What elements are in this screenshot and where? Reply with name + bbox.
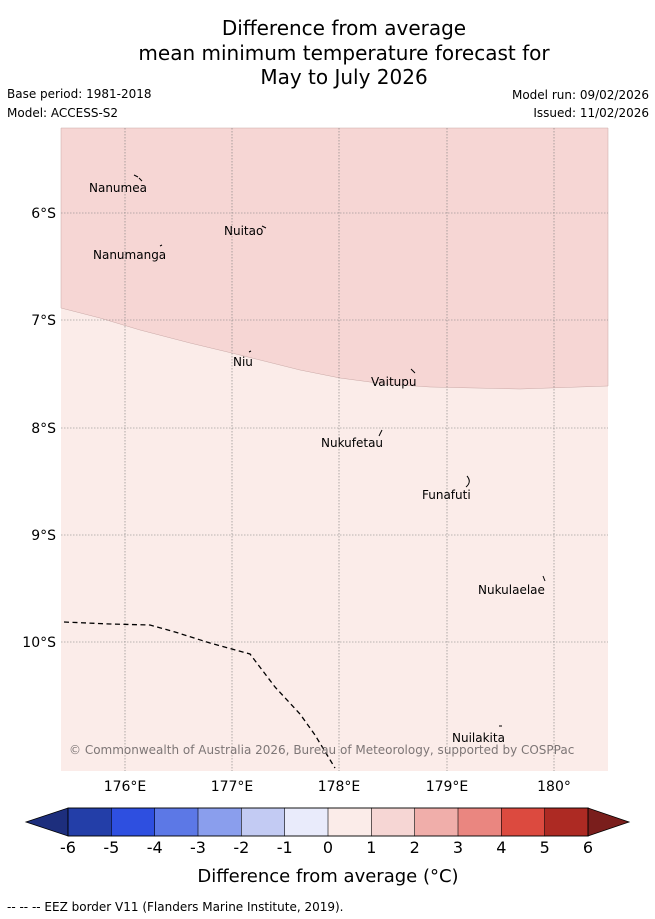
colorbar-segment xyxy=(457,807,503,837)
map-panel xyxy=(60,127,609,771)
lat-label-7s: 7°S xyxy=(31,313,56,329)
island-funafuti-outline xyxy=(465,475,470,488)
colorbar-tick-label: 0 xyxy=(323,838,333,857)
place-label-niu: Niu xyxy=(233,355,253,369)
colorbar-tick-label: -2 xyxy=(233,838,249,857)
island-nukufetau-outline xyxy=(378,429,383,437)
place-label-nuilakita: Nuilakita xyxy=(452,731,505,745)
model-name: Model: ACCESS-S2 xyxy=(7,106,119,120)
colorbar-tick-label: -4 xyxy=(147,838,163,857)
colorbar-frame xyxy=(67,807,589,837)
colorbar-segment xyxy=(284,807,329,837)
lon-label-177e: 177°E xyxy=(211,779,254,795)
island-outlines xyxy=(133,174,546,727)
title-line-1: Difference from average xyxy=(221,16,467,40)
colorbar-tick-label: 3 xyxy=(453,838,463,857)
colorbar-high-extend xyxy=(587,807,631,837)
eez-legend-footnote: -- -- -- EEZ border V11 (Flanders Marine… xyxy=(7,900,344,914)
colorbar-segment xyxy=(241,807,286,837)
colorbar-segment xyxy=(197,807,243,837)
title-line-3: May to July 2026 xyxy=(260,65,428,89)
lat-label-6s: 6°S xyxy=(31,206,56,222)
colorbar-tick-label: 5 xyxy=(540,838,550,857)
chart-title: Difference from average mean minimum tem… xyxy=(0,16,655,90)
colorbar-segment xyxy=(327,807,373,837)
island-nuitao-outline xyxy=(261,225,267,229)
title-line-2: mean minimum temperature forecast for xyxy=(138,40,550,65)
colorbar-label: Difference from average (°C) xyxy=(197,866,458,887)
colorbar-tick-label: -3 xyxy=(190,838,206,857)
colorbar-tick-label: 1 xyxy=(366,838,376,857)
place-label-funafuti: Funafuti xyxy=(422,488,471,502)
place-label-nanumanga: Nanumanga xyxy=(93,248,166,262)
colorbar-segment xyxy=(154,807,199,837)
island-nukulaelae-outline xyxy=(542,575,546,582)
colorbar-tick-label: -6 xyxy=(60,838,76,857)
colorbar-tick-label: -1 xyxy=(277,838,293,857)
lat-label-8s: 8°S xyxy=(31,421,56,437)
island-vaitupu-outline xyxy=(410,368,416,374)
eez-border-line xyxy=(63,621,336,769)
colorbar-segment xyxy=(544,807,589,837)
lon-label-176e: 176°E xyxy=(104,779,147,795)
island-niu-outline xyxy=(248,350,252,353)
colorbar: -6 -5 -4 -3 -2 -1 0 1 2 3 4 5 6 Difference from aver… xyxy=(24,807,631,887)
place-label-nuitao: Nuitao xyxy=(224,224,263,238)
copyright-notice: © Commonwealth of Australia 2026, Bureau… xyxy=(69,743,574,757)
map-gridlines xyxy=(61,128,608,771)
colorbar-tick-label: 2 xyxy=(410,838,420,857)
base-period: Base period: 1981-2018 xyxy=(7,87,152,101)
colorbar-low-extend xyxy=(24,807,69,837)
colorbar-tick-label: -5 xyxy=(103,838,119,857)
island-nanumanga-outline xyxy=(159,244,163,247)
lon-label-178e: 178°E xyxy=(318,779,361,795)
place-label-nukulaelae: Nukulaelae xyxy=(478,583,545,597)
colorbar-segment xyxy=(111,807,156,837)
colorbar-tick-label: 6 xyxy=(583,838,593,857)
place-label-nukufetau: Nukufetau xyxy=(321,436,383,450)
lon-label-179e: 179°E xyxy=(426,779,469,795)
issued-date: Issued: 11/02/2026 xyxy=(533,106,649,120)
place-label-nanumea: Nanumea xyxy=(89,181,147,195)
island-nanumea-outline xyxy=(133,174,143,182)
colorbar-segment xyxy=(371,807,416,837)
lat-label-10s: 10°S xyxy=(22,635,56,651)
colorbar-segment xyxy=(414,807,459,837)
place-label-vaitupu: Vaitupu xyxy=(371,375,417,389)
colorbar-segment xyxy=(501,807,546,837)
model-run-date: Model run: 09/02/2026 xyxy=(511,88,649,102)
lon-label-180: 180° xyxy=(537,779,571,795)
colorbar-segment xyxy=(67,807,113,837)
colorbar-tick-label: 4 xyxy=(496,838,506,857)
lat-label-9s: 9°S xyxy=(31,528,56,544)
